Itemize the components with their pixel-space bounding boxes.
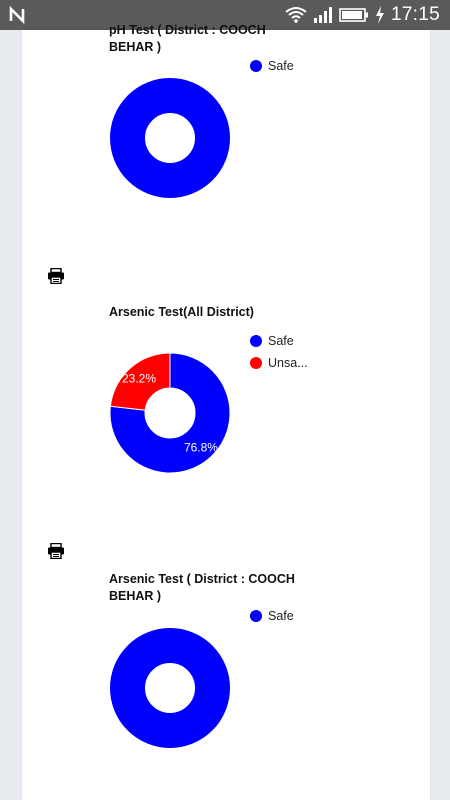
chart-legend[interactable]: Safe bbox=[250, 55, 294, 77]
charging-icon bbox=[375, 6, 384, 24]
chart-title: Arsenic Test ( District : COOCH BEHAR ) bbox=[109, 572, 295, 603]
chart-title: Arsenic Test(All District) bbox=[109, 305, 254, 319]
status-bar: 17:15 bbox=[0, 0, 450, 30]
slice-safe[interactable] bbox=[110, 628, 230, 748]
arsenic-all-donut[interactable]: 76.8% 23.2% bbox=[109, 352, 231, 474]
ph-test-donut[interactable] bbox=[110, 78, 230, 198]
legend-item-safe[interactable]: Safe bbox=[250, 55, 294, 77]
arsenic-cooch-behar-donut[interactable] bbox=[110, 628, 230, 748]
signal-icon bbox=[313, 7, 332, 23]
legend-item-safe[interactable]: Safe bbox=[250, 330, 308, 352]
legend-color-safe bbox=[250, 60, 262, 72]
chart-legend[interactable]: Safe bbox=[250, 605, 294, 627]
slice-safe[interactable] bbox=[109, 352, 231, 474]
wifi-icon bbox=[285, 7, 307, 23]
battery-icon bbox=[339, 8, 368, 22]
legend-color-safe bbox=[250, 335, 262, 347]
data-label: 23.2% bbox=[122, 371, 156, 385]
slice-unsafe[interactable] bbox=[109, 352, 171, 411]
n-notification-icon bbox=[9, 6, 25, 24]
data-label: 76.8% bbox=[184, 441, 218, 455]
legend-color-unsafe bbox=[250, 357, 262, 369]
legend-color-safe bbox=[250, 610, 262, 622]
legend-item-safe[interactable]: Safe bbox=[250, 605, 294, 627]
legend-label: Safe bbox=[268, 59, 294, 73]
status-time: 17:15 bbox=[390, 4, 440, 25]
legend-label: Safe bbox=[268, 334, 294, 348]
slice-safe[interactable] bbox=[110, 78, 230, 198]
legend-item-unsafe[interactable]: Unsa... bbox=[250, 352, 308, 374]
legend-label: Safe bbox=[268, 609, 294, 623]
print-icon[interactable] bbox=[47, 543, 65, 559]
chart-title: pH Test ( District : COOCH BEHAR ) bbox=[109, 23, 266, 54]
chart-list[interactable]: pH Test ( District : COOCH BEHAR ) Safe … bbox=[22, 23, 430, 800]
print-icon[interactable] bbox=[47, 268, 65, 284]
legend-label: Unsa... bbox=[268, 356, 308, 370]
chart-legend[interactable]: Safe Unsa... bbox=[250, 330, 308, 374]
